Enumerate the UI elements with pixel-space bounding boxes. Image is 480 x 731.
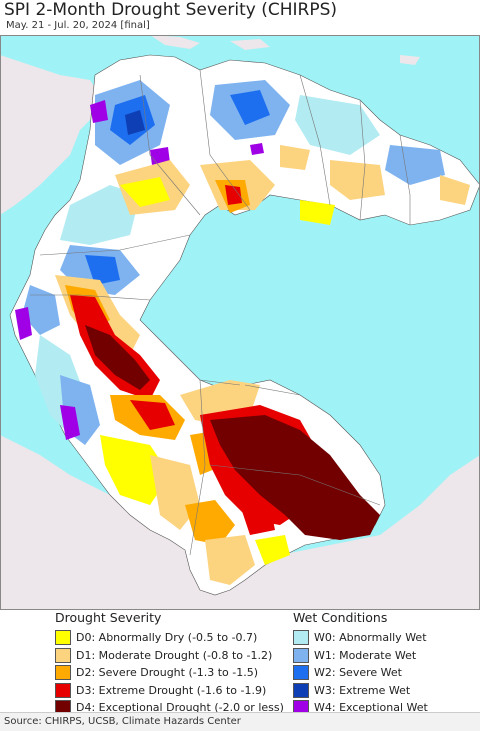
swatch-w2 bbox=[293, 665, 309, 681]
map-date-range: May. 21 - Jul. 20, 2024 [final] bbox=[6, 20, 150, 31]
swatch-d1 bbox=[55, 647, 71, 663]
legend-label-d4: D4: Exceptional Drought (-2.0 or less) bbox=[76, 701, 284, 715]
source-text: Source: CHIRPS, UCSB, Climate Hazards Ce… bbox=[4, 716, 241, 727]
legend-item-d4: D4: Exceptional Drought (-2.0 or less) bbox=[55, 699, 284, 717]
drought-areas bbox=[55, 145, 470, 585]
legend-label-d0: D0: Abnormally Dry (-0.5 to -0.7) bbox=[76, 631, 258, 645]
legend-label-w2: W2: Severe Wet bbox=[314, 666, 402, 680]
drought-legend-heading: Drought Severity bbox=[55, 610, 162, 625]
wet-legend-heading: Wet Conditions bbox=[293, 610, 388, 625]
legend: Drought Severity D0: Abnormally Dry (-0.… bbox=[0, 610, 480, 716]
legend-item-w2: W2: Severe Wet bbox=[293, 664, 428, 682]
caribbean-islands bbox=[150, 35, 420, 65]
swatch-d3 bbox=[55, 682, 71, 698]
central-america-land bbox=[0, 55, 100, 215]
legend-item-d3: D3: Extreme Drought (-1.6 to -1.9) bbox=[55, 682, 284, 700]
legend-item-w1: W1: Moderate Wet bbox=[293, 647, 428, 665]
legend-item-w0: W0: Abnormally Wet bbox=[293, 629, 428, 647]
swatch-d2 bbox=[55, 665, 71, 681]
legend-label-w4: W4: Exceptional Wet bbox=[314, 701, 428, 715]
legend-label-d1: D1: Moderate Drought (-0.8 to -1.2) bbox=[76, 648, 273, 662]
wet-legend: Wet Conditions W0: Abnormally Wet W1: Mo… bbox=[293, 610, 428, 717]
legend-item-d1: D1: Moderate Drought (-0.8 to -1.2) bbox=[55, 647, 284, 665]
swatch-w3 bbox=[293, 682, 309, 698]
legend-item-d2: D2: Severe Drought (-1.3 to -1.5) bbox=[55, 664, 284, 682]
drought-map bbox=[0, 35, 480, 610]
swatch-w1 bbox=[293, 647, 309, 663]
legend-label-w3: W3: Extreme Wet bbox=[314, 683, 411, 697]
legend-label-w1: W1: Moderate Wet bbox=[314, 648, 417, 662]
swatch-d0 bbox=[55, 630, 71, 646]
southern-land bbox=[0, 435, 480, 610]
legend-item-w3: W3: Extreme Wet bbox=[293, 682, 428, 700]
swatch-w0 bbox=[293, 630, 309, 646]
map-title: SPI 2-Month Drought Severity (CHIRPS) bbox=[4, 0, 338, 20]
exceptional-wet-areas bbox=[15, 100, 264, 440]
legend-label-d2: D2: Severe Drought (-1.3 to -1.5) bbox=[76, 666, 259, 680]
legend-label-w0: W0: Abnormally Wet bbox=[314, 631, 427, 645]
country-borders bbox=[30, 69, 411, 556]
source-footer: Source: CHIRPS, UCSB, Climate Hazards Ce… bbox=[0, 712, 480, 731]
legend-item-d0: D0: Abnormally Dry (-0.5 to -0.7) bbox=[55, 629, 284, 647]
legend-label-d3: D3: Extreme Drought (-1.6 to -1.9) bbox=[76, 683, 267, 697]
drought-legend: Drought Severity D0: Abnormally Dry (-0.… bbox=[55, 610, 284, 717]
